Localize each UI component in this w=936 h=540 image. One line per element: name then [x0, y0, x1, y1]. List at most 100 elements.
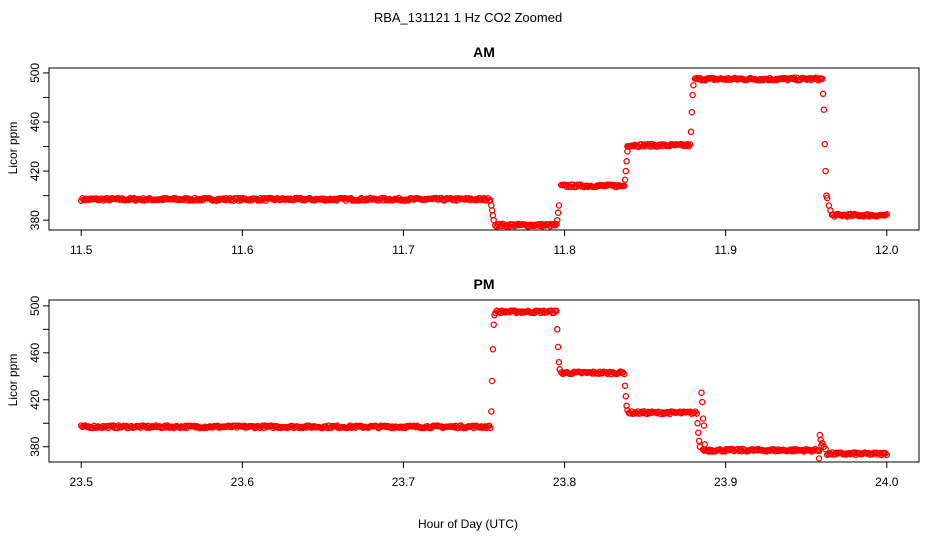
am-point-s1-48: [553, 220, 560, 228]
pm-point-t1-0: [554, 326, 561, 333]
am-y-axis-label: Licor ppm: [6, 122, 20, 175]
pm-y-tick-label-2: 460: [28, 342, 42, 362]
am-point-s3-49: [686, 141, 694, 148]
am-point-s4-99: [819, 75, 826, 82]
pm-point-t3-4: [698, 389, 705, 396]
pm-point-s3-53: [693, 410, 700, 417]
am-x-tick-label-3: 11.8: [553, 243, 576, 257]
pm-point-t0-2: [489, 346, 497, 353]
am-point-t4-7: [827, 207, 834, 214]
pm-x-tick-label-5: 24.0: [875, 475, 899, 489]
pm-point-t2-0: [621, 382, 629, 389]
pm-point-t3-7: [700, 422, 708, 429]
pm-x-tick-label-2: 23.7: [392, 475, 416, 489]
am-x-tick-label-0: 11.5: [70, 243, 93, 257]
pm-point-s3-10: [638, 408, 646, 416]
figure-title: RBA_131121 1 Hz CO2 Zoomed: [374, 10, 562, 25]
pm-x-tick-label-0: 23.5: [70, 475, 94, 489]
am-x-axis: 11.5 11.6 11.7 11.8 11.9 12.0: [70, 230, 899, 257]
am-point-s0-220: [361, 196, 369, 204]
am-x-tick-label-5: 12.0: [875, 243, 899, 257]
pm-plot-frame: [48, 299, 920, 463]
am-point-t2-2: [623, 158, 630, 165]
am-point-t2-1: [622, 167, 630, 175]
pm-point-t4-4: [819, 439, 826, 447]
am-point-t1-0: [554, 216, 561, 224]
am-panel: AM Licor ppm 11.5 11.6 11.7 11.8 11.9 12.0 38…: [6, 44, 920, 257]
am-y-tick-label-3: 500: [28, 63, 42, 83]
am-y-tick-label-1: 420: [28, 161, 42, 181]
am-point-t0-3: [490, 216, 497, 224]
pm-point-t1-3: [556, 366, 563, 373]
pm-point-t3-1: [695, 429, 702, 436]
pm-point-t4-2: [817, 436, 824, 443]
am-point-t4-5: [823, 194, 831, 202]
am-point-t3-0: [687, 128, 695, 136]
pm-x-tick-label-3: 23.8: [553, 475, 577, 489]
pm-point-s0-88: [191, 422, 198, 430]
pm-y-tick-label-3: 500: [28, 296, 42, 316]
pm-point-s0-318: [487, 424, 494, 432]
pm-point-t3-8: [701, 441, 708, 448]
am-point-s2-4: [563, 183, 570, 190]
am-point-t4-1: [820, 106, 828, 113]
pm-point-s4-80: [802, 445, 810, 453]
am-point-t1-2: [555, 202, 563, 209]
am-x-tick-label-2: 11.7: [392, 243, 415, 257]
pm-y-tick-label-0: 380: [28, 436, 42, 456]
pm-point-t4-6: [822, 445, 829, 453]
am-point-t3-2: [689, 91, 696, 99]
am-x-tick-label-1: 11.6: [231, 243, 254, 257]
pm-point-s2-48: [619, 369, 627, 376]
am-point-t4-3: [822, 167, 829, 175]
am-data-points: [77, 74, 891, 230]
pm-x-tick-label-1: 23.6: [231, 475, 255, 489]
pm-point-t0-1: [488, 377, 496, 385]
pm-y-tick-label-1: 420: [28, 389, 42, 409]
pm-point-s4-90: [815, 447, 823, 455]
am-point-s1-46: [550, 220, 558, 228]
am-point-t3-3: [690, 81, 697, 89]
pm-point-t0-3: [490, 321, 497, 328]
pm-point-t1-1: [554, 343, 562, 351]
am-point-t3-1: [688, 108, 696, 116]
am-y-axis: 380 420 460 500: [28, 63, 49, 230]
am-point-t1-1: [554, 209, 562, 217]
pm-x-axis: 23.5 23.6 23.7 23.8 23.9 24.0: [70, 462, 899, 489]
pm-point-t3-2: [695, 437, 703, 445]
pm-point-t3-0: [694, 420, 701, 427]
am-point-s3-46: [683, 142, 690, 150]
am-point-s1-47: [551, 222, 559, 229]
pm-panel: PM Licor ppm 23.5 23.6 23.7 23.8 23.9 24.0 38…: [6, 276, 920, 489]
pm-point-t0-5: [492, 309, 499, 317]
pm-point-t3-5: [699, 398, 706, 406]
am-point-s2-49: [620, 182, 628, 190]
am-point-t4-2: [821, 140, 828, 148]
pm-data-points: [77, 307, 891, 462]
pm-x-tick-label-4: 23.9: [714, 475, 738, 489]
x-axis-label: Hour of Day (UTC): [418, 517, 518, 531]
pm-point-t2-1: [622, 393, 630, 400]
pm-y-axis-label: Licor ppm: [6, 354, 20, 407]
pm-point-t3-6: [699, 415, 707, 422]
am-plot-frame: [48, 67, 920, 231]
am-point-t2-3: [624, 148, 631, 155]
pm-y-axis: 380 420 460 500: [28, 296, 49, 457]
am-x-tick-label-4: 11.9: [714, 243, 737, 257]
pm-point-t1-2: [555, 358, 563, 366]
am-point-s0-251: [401, 197, 409, 204]
am-point-s0-38: [127, 194, 134, 202]
am-point-s5-43: [883, 210, 891, 218]
am-y-tick-label-2: 460: [28, 112, 42, 132]
am-point-s0-309: [476, 195, 484, 202]
am-panel-title: AM: [473, 44, 495, 60]
am-point-s0-167: [293, 194, 301, 202]
pm-point-t2-3: [624, 407, 631, 414]
pm-panel-title: PM: [474, 276, 495, 292]
am-y-tick-label-0: 380: [28, 210, 42, 230]
am-point-t4-0: [819, 90, 827, 98]
pm-point-s1-46: [553, 307, 560, 315]
pm-point-t4-0: [815, 455, 823, 462]
pm-point-t0-0: [488, 408, 495, 415]
